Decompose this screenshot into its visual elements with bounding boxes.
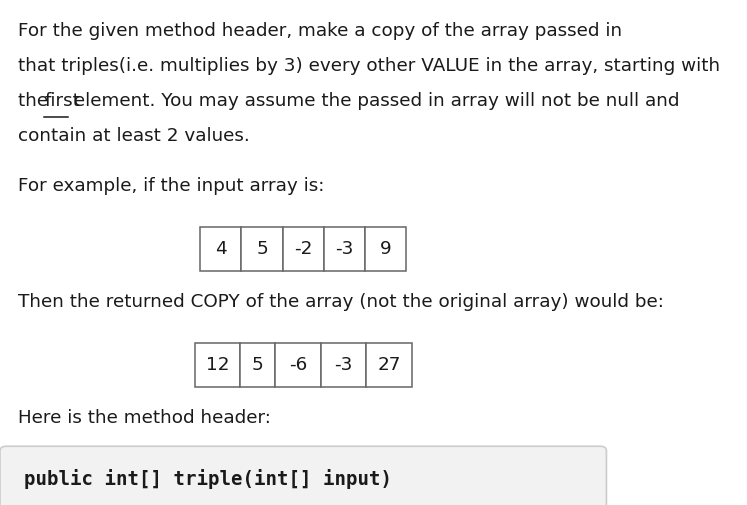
FancyBboxPatch shape	[324, 227, 365, 271]
Text: 9: 9	[380, 240, 391, 258]
Text: 4: 4	[215, 240, 226, 258]
Text: the: the	[18, 91, 55, 110]
Text: For example, if the input array is:: For example, if the input array is:	[18, 177, 324, 195]
Text: contain at least 2 values.: contain at least 2 values.	[18, 127, 250, 144]
FancyBboxPatch shape	[195, 343, 240, 387]
Text: element. You may assume the passed in array will not be null and: element. You may assume the passed in ar…	[68, 91, 680, 110]
Text: public int[] triple(int[] input): public int[] triple(int[] input)	[24, 469, 392, 489]
Text: -3: -3	[335, 240, 353, 258]
Text: Here is the method header:: Here is the method header:	[18, 409, 271, 427]
FancyBboxPatch shape	[240, 343, 276, 387]
Text: -2: -2	[294, 240, 312, 258]
Text: that triples(i.e. multiplies by 3) every other VALUE in the array, starting with: that triples(i.e. multiplies by 3) every…	[18, 57, 720, 75]
Text: Then the returned COPY of the array (not the original array) would be:: Then the returned COPY of the array (not…	[18, 293, 664, 311]
FancyBboxPatch shape	[320, 343, 366, 387]
Text: 27: 27	[377, 356, 401, 374]
FancyBboxPatch shape	[200, 227, 241, 271]
Text: first: first	[44, 91, 80, 110]
FancyBboxPatch shape	[241, 227, 282, 271]
FancyBboxPatch shape	[276, 343, 320, 387]
Text: For the given method header, make a copy of the array passed in: For the given method header, make a copy…	[18, 22, 622, 39]
FancyBboxPatch shape	[366, 343, 412, 387]
FancyBboxPatch shape	[282, 227, 324, 271]
Text: 5: 5	[256, 240, 268, 258]
FancyBboxPatch shape	[0, 446, 607, 505]
FancyBboxPatch shape	[365, 227, 406, 271]
Text: 12: 12	[205, 356, 229, 374]
Text: -3: -3	[335, 356, 353, 374]
Text: -6: -6	[289, 356, 307, 374]
Text: 5: 5	[252, 356, 264, 374]
